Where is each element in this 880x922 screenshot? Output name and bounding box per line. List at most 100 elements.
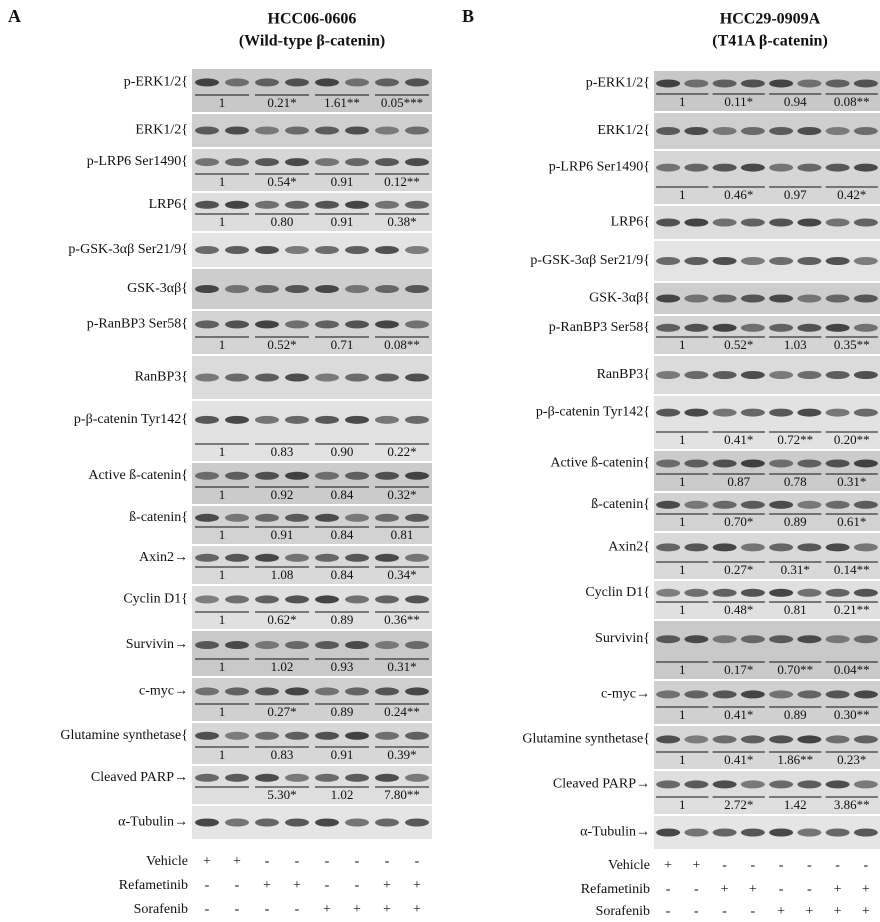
band bbox=[375, 285, 399, 293]
quant-value: 0.21* bbox=[267, 95, 296, 110]
quant-value: 0.91 bbox=[331, 747, 354, 762]
band bbox=[826, 635, 850, 643]
band bbox=[656, 829, 680, 837]
band bbox=[713, 324, 737, 332]
band bbox=[225, 554, 249, 562]
band bbox=[315, 774, 339, 782]
band bbox=[195, 472, 219, 480]
band bbox=[195, 78, 219, 86]
band bbox=[255, 554, 279, 562]
band bbox=[797, 735, 821, 743]
row-label: p-LRP6 Ser1490{ bbox=[87, 154, 188, 169]
band bbox=[713, 459, 737, 467]
figure: AHCC06-0606(Wild-type β-catenin)p-ERK1/2… bbox=[0, 0, 880, 922]
band bbox=[315, 687, 339, 695]
quant-value: 0.89 bbox=[784, 707, 807, 722]
treatment-sign: - bbox=[807, 858, 812, 873]
treatment-sign: + bbox=[834, 904, 842, 919]
band bbox=[656, 501, 680, 509]
row-marker: { bbox=[643, 291, 650, 306]
quant-value: 0.81 bbox=[784, 602, 807, 617]
band bbox=[315, 158, 339, 166]
row-label: GSK-3αβ{ bbox=[589, 291, 650, 306]
row-marker: { bbox=[643, 585, 650, 600]
row-marker: → bbox=[174, 637, 188, 652]
band bbox=[195, 554, 219, 562]
row-label: Cyclin D1{ bbox=[585, 585, 650, 600]
row-marker: { bbox=[181, 728, 188, 743]
band bbox=[854, 79, 878, 87]
row-label-text: p-LRP6 Ser1490 bbox=[87, 154, 182, 169]
quant-value: 0.42* bbox=[837, 187, 866, 202]
band bbox=[769, 829, 793, 837]
treatment-sign: - bbox=[415, 854, 420, 869]
band bbox=[854, 371, 878, 379]
row-label: Axin2→ bbox=[139, 550, 188, 565]
quant-value: 1 bbox=[679, 514, 686, 529]
treatment-sign: - bbox=[694, 904, 699, 919]
quant-value: 1.08 bbox=[271, 567, 294, 582]
band bbox=[741, 780, 765, 788]
band bbox=[684, 735, 708, 743]
band bbox=[405, 554, 429, 562]
quant-value: 0.31* bbox=[837, 474, 866, 489]
row-marker: { bbox=[181, 510, 188, 525]
band bbox=[375, 201, 399, 209]
band bbox=[713, 501, 737, 509]
treatment-sign: - bbox=[295, 854, 300, 869]
quant-value: 2.72* bbox=[724, 797, 753, 812]
band bbox=[315, 320, 339, 328]
band bbox=[769, 257, 793, 265]
quant-value: 0.08** bbox=[384, 337, 420, 352]
band bbox=[656, 257, 680, 265]
band bbox=[195, 246, 219, 254]
band bbox=[769, 219, 793, 227]
quant-value: 3.86** bbox=[834, 797, 870, 812]
band bbox=[854, 459, 878, 467]
row-label-text: p-ERK1/2 bbox=[124, 75, 182, 90]
row-marker: { bbox=[643, 456, 650, 471]
band bbox=[684, 589, 708, 597]
band bbox=[656, 690, 680, 698]
band bbox=[741, 257, 765, 265]
band bbox=[405, 285, 429, 293]
row-label: Survivin{ bbox=[595, 631, 650, 646]
band bbox=[741, 295, 765, 303]
treatment-sign: - bbox=[325, 854, 330, 869]
quant-value: 0.80 bbox=[271, 214, 294, 229]
band bbox=[797, 635, 821, 643]
row-label: p-β-catenin Tyr142{ bbox=[74, 412, 188, 427]
treatment-sign: - bbox=[355, 854, 360, 869]
band bbox=[797, 543, 821, 551]
band bbox=[345, 416, 369, 424]
quant-value: 0.41* bbox=[724, 707, 753, 722]
band bbox=[285, 514, 309, 522]
band bbox=[656, 295, 680, 303]
band bbox=[255, 78, 279, 86]
row-label-text: p-RanBP3 Ser58 bbox=[87, 317, 182, 332]
quant-value: 0.83 bbox=[271, 444, 294, 459]
quant-value: 0.72** bbox=[777, 432, 813, 447]
quant-value: 0.39* bbox=[387, 747, 416, 762]
band bbox=[255, 158, 279, 166]
band bbox=[195, 595, 219, 603]
band bbox=[826, 219, 850, 227]
row-label-text: ERK1/2 bbox=[597, 123, 643, 138]
row-label: ß-catenin{ bbox=[129, 510, 188, 525]
quant-value: 1 bbox=[219, 747, 226, 762]
band bbox=[255, 472, 279, 480]
band bbox=[225, 285, 249, 293]
row-marker: { bbox=[181, 592, 188, 607]
quant-value: 0.84 bbox=[331, 487, 354, 502]
band bbox=[345, 127, 369, 135]
quant-value: 0.90 bbox=[331, 444, 354, 459]
band bbox=[684, 690, 708, 698]
row-label-text: p-ERK1/2 bbox=[586, 76, 644, 91]
treatment-sign: + bbox=[293, 878, 301, 893]
band bbox=[713, 589, 737, 597]
quant-value: 0.70* bbox=[724, 514, 753, 529]
band bbox=[345, 819, 369, 827]
quant-value: 0.83 bbox=[271, 747, 294, 762]
band bbox=[225, 416, 249, 424]
row-label-text: c-myc bbox=[601, 687, 636, 702]
